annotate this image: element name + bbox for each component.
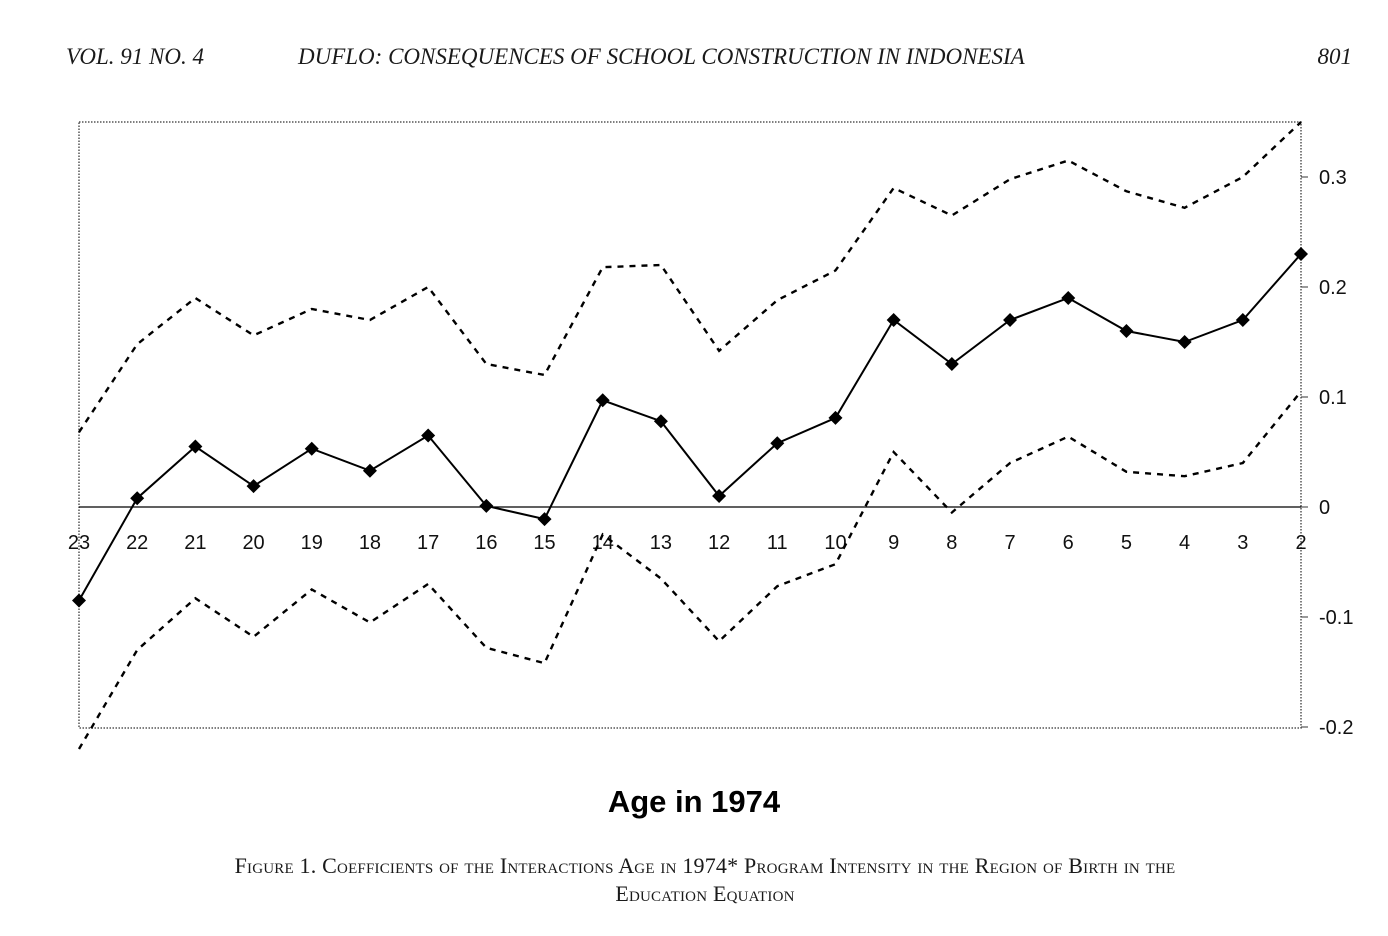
- y-tick-label: -0.2: [1319, 717, 1353, 739]
- y-tick-label: -0.1: [1319, 607, 1353, 629]
- coefficient-point: [1003, 313, 1018, 327]
- coefficient-point: [1235, 313, 1250, 327]
- x-tick-label: 19: [301, 532, 323, 554]
- upper-confidence-line: [77, 121, 1302, 433]
- x-tick-label: 8: [946, 532, 957, 554]
- x-tick-label: 5: [1121, 532, 1132, 554]
- x-tick-label: 9: [888, 532, 899, 554]
- x-axis-label: Age in 1974: [607, 784, 781, 819]
- y-tick-label: 0: [1319, 497, 1330, 519]
- coefficient-point: [1119, 324, 1134, 338]
- caption-line-1: Figure 1. Coefficients of the Interactio…: [234, 853, 1176, 878]
- coefficient-point: [304, 441, 319, 456]
- x-tick-label: 6: [1063, 532, 1074, 554]
- x-tick-label: 22: [126, 532, 148, 554]
- x-tick-label: 18: [359, 532, 381, 554]
- page-number: 801: [1317, 44, 1353, 69]
- y-tick-label: 0.1: [1319, 387, 1347, 409]
- coefficient-point: [246, 479, 261, 494]
- coefficient-point: [1294, 247, 1308, 261]
- coefficient-point: [479, 498, 494, 513]
- coefficient-point: [828, 410, 843, 425]
- coefficient-line: [78, 253, 1302, 601]
- coefficient-point: [886, 313, 901, 327]
- figure-caption: Figure 1. Coefficients of the Interactio…: [100, 852, 1310, 908]
- coefficient-point: [770, 436, 785, 451]
- x-tick-label: 21: [184, 532, 206, 554]
- coefficient-point: [130, 491, 145, 506]
- coefficient-point: [1061, 291, 1076, 305]
- y-tick-label: 0.3: [1319, 167, 1347, 189]
- running-header: VOL. 91 NO. 4 DUFLO: CONSEQUENCES OF SCH…: [0, 40, 1388, 80]
- coefficient-point: [944, 357, 959, 371]
- x-tick-label: 11: [767, 532, 788, 554]
- coefficient-point: [653, 414, 668, 429]
- caption-line-2: Education Equation: [615, 881, 795, 906]
- x-tick-label: 16: [475, 532, 497, 554]
- coefficient-line-chart: 0.30.20.10-0.1-0.223 22 21 20 19 18 17 16 15 14 13…: [68, 121, 1353, 750]
- coefficient-point: [595, 393, 610, 408]
- coefficient-point: [537, 512, 552, 527]
- x-tick-label: 3: [1237, 532, 1248, 554]
- coefficient-point: [188, 439, 203, 454]
- coefficient-point: [1177, 335, 1192, 349]
- coefficient-point: [421, 428, 436, 443]
- x-tick-label: 4: [1179, 532, 1190, 554]
- coefficient-point: [362, 463, 377, 478]
- x-tick-label: 2: [1295, 532, 1306, 554]
- running-title: DUFLO: CONSEQUENCES OF SCHOOL CONSTRUCTI…: [298, 44, 1025, 69]
- lower-confidence-line: [77, 390, 1302, 750]
- x-tick-label: 10: [824, 532, 846, 554]
- coefficient-point: [72, 593, 86, 608]
- x-tick-label: 12: [708, 532, 730, 554]
- x-tick-label: 13: [650, 532, 672, 554]
- coefficient-point: [712, 489, 727, 503]
- y-tick-label: 0.2: [1319, 277, 1347, 299]
- x-tick-label: 23: [68, 532, 90, 554]
- x-tick-label: 17: [417, 532, 439, 554]
- volume-number: VOL. 91 NO. 4: [66, 44, 204, 69]
- x-tick-label: 7: [1004, 532, 1015, 554]
- x-tick-label: 15: [533, 532, 555, 554]
- x-tick-label: 20: [242, 532, 264, 554]
- plot-frame: [78, 121, 1302, 729]
